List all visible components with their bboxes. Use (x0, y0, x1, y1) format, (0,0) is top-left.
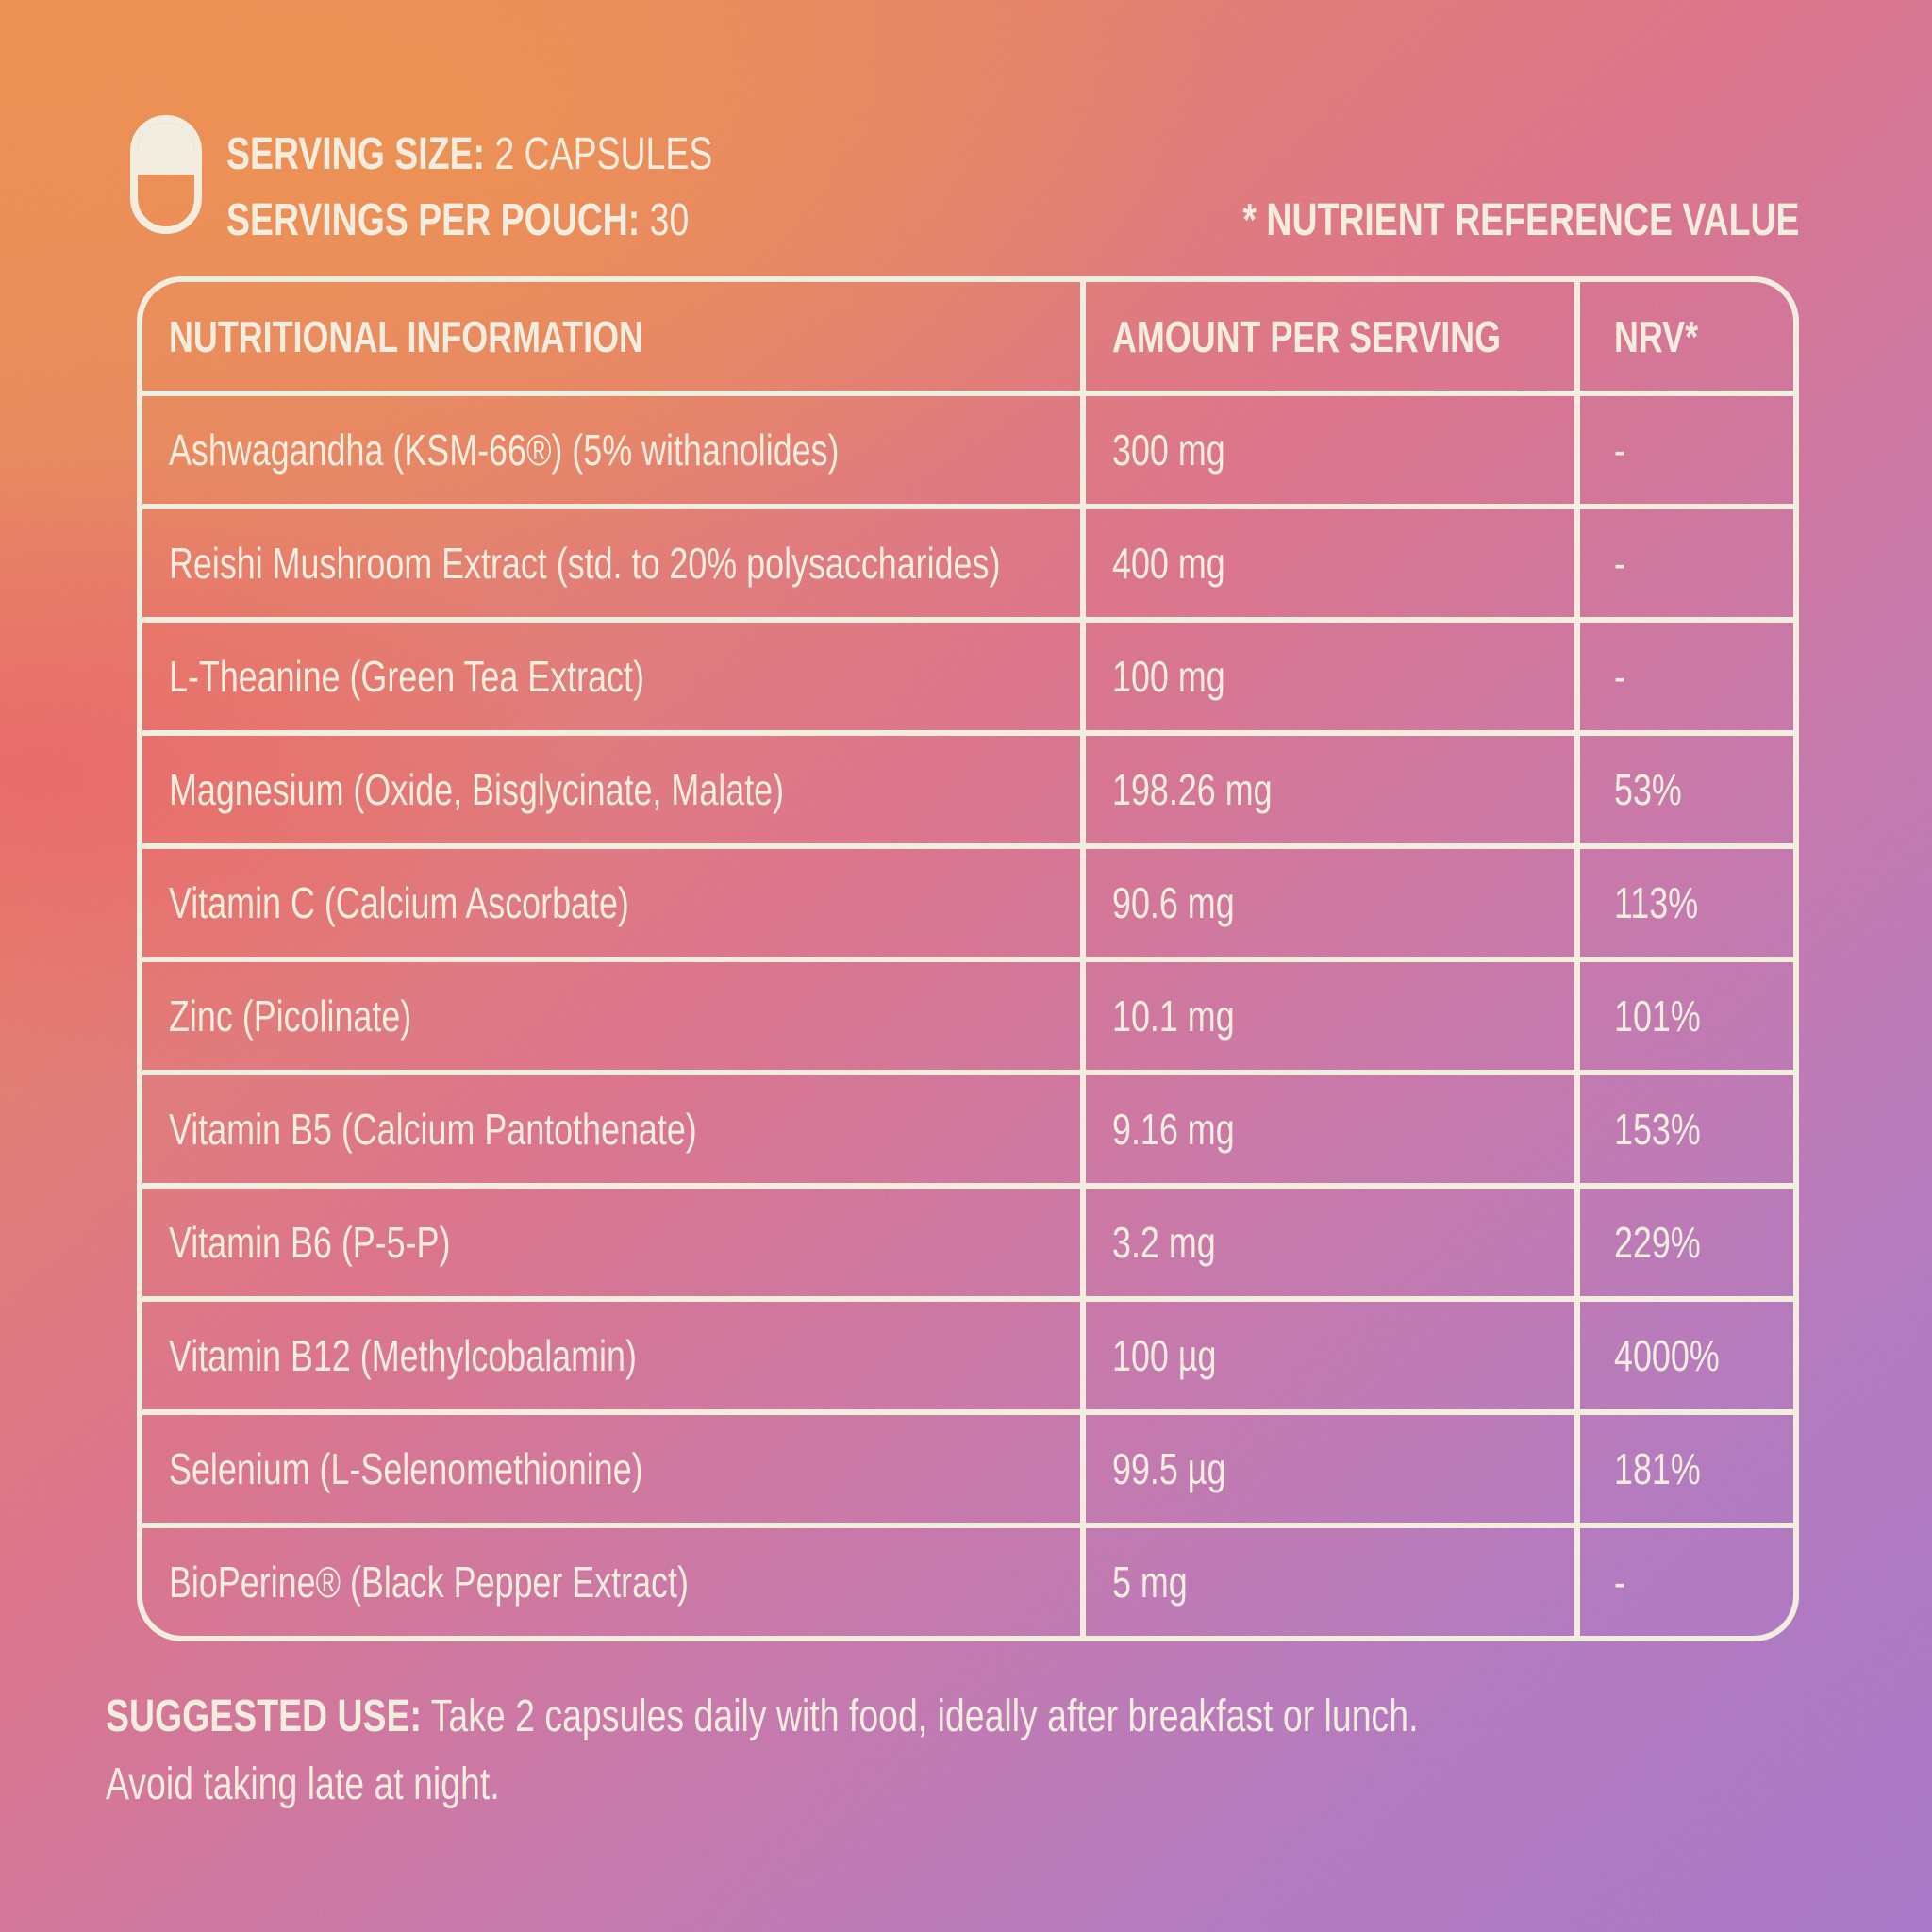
capsule-icon (130, 115, 202, 234)
amount-text: 99.5 µg (1112, 1444, 1226, 1493)
suggested-use: SUGGESTED USE: Take 2 capsules daily wit… (106, 1683, 1789, 1819)
ingredient-name-text: Vitamin C (Calcium Ascorbate) (169, 878, 629, 927)
table-header-row: NUTRITIONAL INFORMATION AMOUNT PER SERVI… (142, 282, 1793, 391)
table-row: Magnesium (Oxide, Bisglycinate, Malate) 1… (142, 730, 1793, 843)
nrv-text: - (1614, 425, 1625, 475)
ingredient-name-cell: Zinc (Picolinate) (142, 962, 1086, 1070)
table-row: Vitamin C (Calcium Ascorbate) 90.6 mg 113% (142, 843, 1793, 957)
amount-text: 90.6 mg (1112, 878, 1235, 927)
table-row: Ashwagandha (KSM-66®) (5% withanolides) 3… (142, 391, 1793, 504)
amount-cell: 400 mg (1086, 509, 1580, 617)
table-row: Zinc (Picolinate) 10.1 mg 101% (142, 957, 1793, 1070)
column-header-amount-per-serving: AMOUNT PER SERVING (1086, 282, 1580, 391)
nrv-text: - (1614, 539, 1625, 588)
ingredient-name-cell: Vitamin B12 (Methylcobalamin) (142, 1302, 1086, 1409)
amount-cell: 100 µg (1086, 1302, 1580, 1409)
amount-text: 9.16 mg (1112, 1105, 1235, 1154)
nrv-cell: 113% (1580, 849, 1793, 957)
nrv-text: 53% (1614, 765, 1682, 814)
table-row: Vitamin B6 (P-5-P) 3.2 mg 229% (142, 1183, 1793, 1296)
ingredient-name-text: Ashwagandha (KSM-66®) (5% withanolides) (169, 425, 840, 475)
ingredient-name-cell: Reishi Mushroom Extract (std. to 20% pol… (142, 509, 1086, 617)
ingredient-name-text: Magnesium (Oxide, Bisglycinate, Malate) (169, 765, 785, 814)
serving-info: SERVING SIZE: 2 CAPSULES SERVINGS PER PO… (226, 122, 850, 254)
table-row: Vitamin B5 (Calcium Pantothenate) 9.16 mg… (142, 1070, 1793, 1183)
nrv-cell: 153% (1580, 1075, 1793, 1183)
nrv-text: 181% (1614, 1444, 1701, 1493)
nrv-cell: - (1580, 396, 1793, 504)
amount-cell: 90.6 mg (1086, 849, 1580, 957)
ingredient-name-text: Zinc (Picolinate) (169, 991, 412, 1041)
table-row: Selenium (L-Selenomethionine) 99.5 µg 181% (142, 1409, 1793, 1523)
amount-cell: 300 mg (1086, 396, 1580, 504)
serving-size-label: SERVING SIZE: (226, 129, 485, 179)
ingredient-name-text: Selenium (L-Selenomethionine) (169, 1444, 643, 1493)
nrv-text: - (1614, 652, 1625, 701)
amount-text: 10.1 mg (1112, 991, 1235, 1041)
ingredient-name-text: Vitamin B6 (P-5-P) (169, 1218, 451, 1267)
nrv-cell: 229% (1580, 1189, 1793, 1296)
serving-size-line: SERVING SIZE: 2 CAPSULES (226, 122, 850, 188)
ingredient-name-cell: Vitamin B5 (Calcium Pantothenate) (142, 1075, 1086, 1183)
ingredient-name-cell: BioPerine® (Black Pepper Extract) (142, 1528, 1086, 1636)
amount-text: 100 µg (1112, 1331, 1217, 1380)
amount-text: 300 mg (1112, 425, 1225, 475)
column-header-nrv: NRV* (1614, 311, 1699, 361)
ingredient-name-cell: Vitamin C (Calcium Ascorbate) (142, 849, 1086, 957)
amount-cell: 198.26 mg (1086, 736, 1580, 843)
amount-text: 5 mg (1112, 1557, 1188, 1607)
servings-per-pouch-value: 30 (649, 195, 690, 245)
column-header-nutritional-information: NUTRITIONAL INFORMATION (142, 282, 1086, 391)
suggested-use-line-1: SUGGESTED USE: Take 2 capsules daily wit… (106, 1691, 1419, 1741)
amount-text: 400 mg (1112, 539, 1225, 588)
amount-cell: 10.1 mg (1086, 962, 1580, 1070)
nrv-reference-note: * NUTRIENT REFERENCE VALUE (1241, 195, 1799, 245)
table-row: Vitamin B12 (Methylcobalamin) 100 µg 4000% (142, 1296, 1793, 1409)
amount-cell: 99.5 µg (1086, 1415, 1580, 1523)
amount-cell: 9.16 mg (1086, 1075, 1580, 1183)
ingredient-name-cell: Vitamin B6 (P-5-P) (142, 1189, 1086, 1296)
ingredient-name-cell: Ashwagandha (KSM-66®) (5% withanolides) (142, 396, 1086, 504)
servings-per-pouch-label: SERVINGS PER POUCH: (226, 195, 641, 245)
suggested-use-line-2: Avoid taking late at night. (106, 1759, 500, 1809)
servings-per-pouch-line: SERVINGS PER POUCH: 30 (226, 188, 850, 254)
ingredient-name-cell: L-Theanine (Green Tea Extract) (142, 623, 1086, 730)
nrv-text: 153% (1614, 1105, 1701, 1154)
amount-cell: 100 mg (1086, 623, 1580, 730)
nrv-cell: - (1580, 1528, 1793, 1636)
table-row: Reishi Mushroom Extract (std. to 20% pol… (142, 504, 1793, 617)
nrv-text: 229% (1614, 1218, 1701, 1267)
nrv-cell: - (1580, 623, 1793, 730)
nrv-cell: 101% (1580, 962, 1793, 1070)
nutrition-table: NUTRITIONAL INFORMATION AMOUNT PER SERVI… (137, 276, 1799, 1641)
amount-cell: 5 mg (1086, 1528, 1580, 1636)
ingredient-name-text: Vitamin B12 (Methylcobalamin) (169, 1331, 637, 1380)
ingredient-name-cell: Magnesium (Oxide, Bisglycinate, Malate) (142, 736, 1086, 843)
nrv-text: 101% (1614, 991, 1701, 1041)
ingredient-name-text: Vitamin B5 (Calcium Pantothenate) (169, 1105, 697, 1154)
nrv-text: - (1614, 1557, 1625, 1607)
ingredient-name-text: Reishi Mushroom Extract (std. to 20% pol… (169, 539, 1001, 588)
serving-size-value: 2 CAPSULES (494, 129, 713, 179)
amount-text: 198.26 mg (1112, 765, 1273, 814)
nrv-cell: - (1580, 509, 1793, 617)
nrv-cell: 181% (1580, 1415, 1793, 1523)
amount-text: 3.2 mg (1112, 1218, 1216, 1267)
nrv-text: 113% (1614, 878, 1699, 927)
ingredient-name-cell: Selenium (L-Selenomethionine) (142, 1415, 1086, 1523)
suggested-use-label: SUGGESTED USE: (106, 1691, 422, 1741)
table-row: BioPerine® (Black Pepper Extract) 5 mg - (142, 1523, 1793, 1636)
amount-cell: 3.2 mg (1086, 1189, 1580, 1296)
ingredient-name-text: BioPerine® (Black Pepper Extract) (169, 1557, 689, 1607)
nrv-cell: 4000% (1580, 1302, 1793, 1409)
amount-text: 100 mg (1112, 652, 1225, 701)
nrv-cell: 53% (1580, 736, 1793, 843)
ingredient-name-text: L-Theanine (Green Tea Extract) (169, 652, 644, 701)
nrv-text: 4000% (1614, 1331, 1720, 1380)
table-row: L-Theanine (Green Tea Extract) 100 mg - (142, 617, 1793, 730)
